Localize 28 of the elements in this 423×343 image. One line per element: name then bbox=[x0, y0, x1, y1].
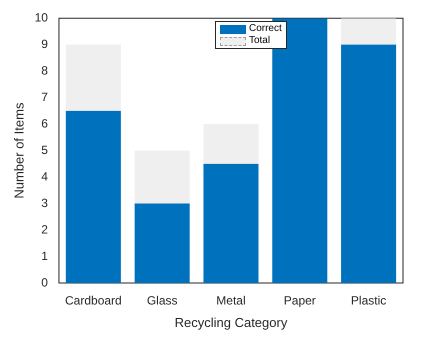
y-tick-label: 2 bbox=[41, 222, 48, 236]
y-tick-label: 1 bbox=[41, 248, 48, 263]
y-tick-label: 4 bbox=[41, 169, 48, 184]
bar bbox=[134, 150, 190, 204]
legend-label: Total bbox=[248, 35, 270, 48]
y-tick-label: 3 bbox=[41, 196, 48, 210]
x-tick-label: Plastic bbox=[350, 294, 386, 308]
y-tick-label: 0 bbox=[41, 275, 48, 290]
x-tick-label: Paper bbox=[284, 294, 316, 308]
y-tick-label: 7 bbox=[41, 90, 48, 104]
bar bbox=[66, 110, 121, 283]
y-tick-label: 8 bbox=[41, 63, 48, 78]
y-tick-label: 9 bbox=[41, 36, 48, 51]
bar bbox=[341, 44, 396, 283]
bar bbox=[66, 44, 121, 111]
x-tick-label: Glass bbox=[146, 294, 178, 308]
legend-label: Correct bbox=[248, 23, 282, 36]
x-tick-label: Metal bbox=[216, 294, 246, 308]
x-tick-label: Cardboard bbox=[65, 294, 122, 308]
bar bbox=[341, 18, 396, 45]
y-tick-label: 6 bbox=[41, 116, 48, 130]
y-tick-label: 5 bbox=[41, 142, 48, 157]
bar bbox=[134, 204, 190, 283]
y-axis-title: Number of Items bbox=[11, 102, 26, 199]
x-axis-title: Recycling Category bbox=[174, 314, 288, 330]
bar bbox=[203, 164, 258, 283]
bar bbox=[203, 124, 258, 164]
y-tick-label: 10 bbox=[34, 10, 48, 25]
